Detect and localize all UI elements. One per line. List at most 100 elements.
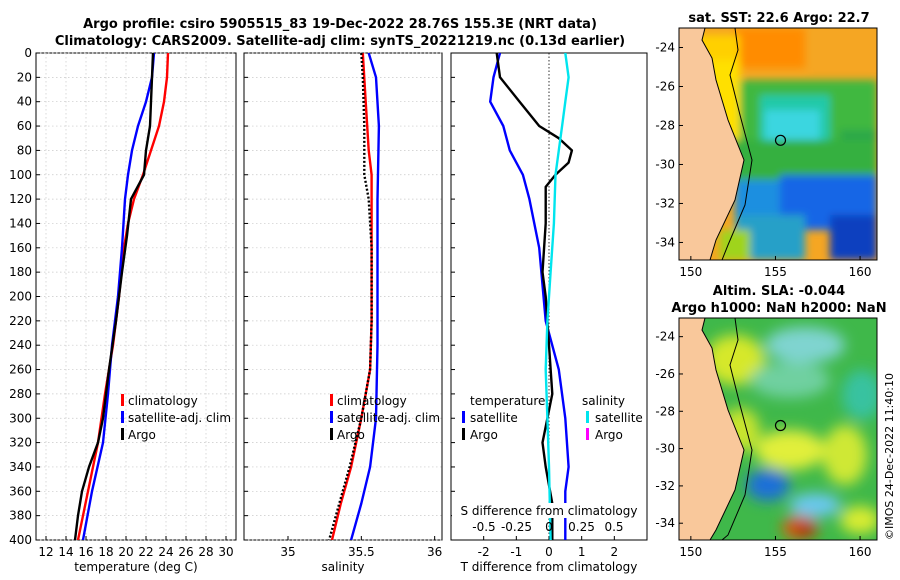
x-tick-label: 2 bbox=[611, 545, 619, 559]
map-y-tick-label: -26 bbox=[655, 79, 675, 93]
salinity-panel: 35 35.5 36 salinity climatology satellite-… bbox=[243, 52, 443, 574]
y-tick-label: 20 bbox=[17, 70, 32, 84]
y-tick-label: 360 bbox=[9, 484, 32, 498]
y-tick-label: 80 bbox=[17, 143, 32, 157]
x-tick-label: 24 bbox=[158, 545, 173, 559]
s-difference-x-label: S difference from climatology bbox=[461, 504, 638, 518]
y-tick-label: 160 bbox=[9, 241, 32, 255]
difference-tick-labels: -2 -1 0 1 2 bbox=[451, 52, 619, 559]
x-tick-label: -2 bbox=[478, 545, 490, 559]
y-tick-label: 400 bbox=[9, 533, 32, 547]
temperature-gridlines bbox=[36, 52, 236, 541]
legend-swatch-argo bbox=[121, 428, 124, 440]
y-tick-label: 300 bbox=[9, 411, 32, 425]
legend-label-satellite: satellite-adj. clim bbox=[337, 411, 440, 425]
y-tick-label: 0 bbox=[24, 46, 32, 60]
salinity-legend: climatology satellite-adj. clim Argo bbox=[330, 394, 440, 442]
series-line-satellite-adj-clim bbox=[81, 53, 156, 540]
sla-map-panel: Altim. SLA: -0.044 Argo h1000: NaN h2000… bbox=[655, 284, 886, 559]
figure-title-line2: Climatology: CARS2009. Satellite-adj cli… bbox=[55, 34, 625, 49]
series-line-temperature-argo bbox=[495, 53, 574, 540]
difference-panel: -2 -1 0 1 2 T difference from climatology S … bbox=[450, 52, 648, 574]
s-diff-tick-label: 0 bbox=[545, 520, 553, 534]
y-tick-label: 100 bbox=[9, 168, 32, 182]
s-diff-tick-label: -0.5 bbox=[472, 520, 495, 534]
y-tick-label: 340 bbox=[9, 460, 32, 474]
s-diff-tick-label: 0.25 bbox=[568, 520, 595, 534]
sst-map-ticks: -24 -26 -28 -30 -32 -34 150 155 160 bbox=[655, 40, 871, 279]
map-x-tick-label: 160 bbox=[849, 265, 872, 279]
x-tick-label: 30 bbox=[218, 545, 233, 559]
map-y-tick-label: -30 bbox=[655, 442, 675, 456]
map-y-tick-label: -28 bbox=[655, 118, 675, 132]
legend-swatch-argo bbox=[330, 428, 333, 440]
sla-map-title-line2: Argo h1000: NaN h2000: NaN bbox=[671, 301, 886, 316]
sla-land bbox=[679, 318, 744, 540]
series-line-salinity-satellite bbox=[544, 53, 570, 540]
y-tick-label: 380 bbox=[9, 509, 32, 523]
legend-salinity-header: salinity bbox=[582, 394, 625, 408]
legend-label-satellite: satellite-adj. clim bbox=[128, 411, 231, 425]
temperature-series bbox=[73, 53, 170, 540]
legend-swatch-temp-satellite bbox=[462, 411, 465, 423]
x-tick-label: 16 bbox=[78, 545, 93, 559]
map-y-tick-label: -26 bbox=[655, 367, 675, 381]
x-tick-label: 22 bbox=[138, 545, 153, 559]
temperature-tick-labels: 0 20 40 60 80 100 120 140 160 180 200 220 240 260 280 3… bbox=[9, 46, 234, 559]
x-tick-label: 20 bbox=[118, 545, 133, 559]
series-line-temperature-satellite bbox=[489, 53, 570, 540]
y-tick-label: 120 bbox=[9, 192, 32, 206]
sst-isobath bbox=[721, 28, 753, 260]
sla-float-position-marker bbox=[774, 419, 787, 432]
legend-label-argo: Argo bbox=[128, 428, 156, 442]
x-tick-label: 26 bbox=[178, 545, 193, 559]
y-tick-label: 220 bbox=[9, 314, 32, 328]
sla-color-field bbox=[705, 327, 877, 540]
temperature-x-label: temperature (deg C) bbox=[74, 560, 197, 574]
sst-coastline bbox=[701, 28, 745, 260]
map-x-tick-label: 160 bbox=[849, 545, 872, 559]
imos-timestamp: ©IMOS 24-Dec-2022 11:40:10 bbox=[883, 373, 896, 540]
y-tick-label: 260 bbox=[9, 363, 32, 377]
legend-label-temp-argo: Argo bbox=[470, 428, 498, 442]
sla-coastline bbox=[701, 318, 745, 540]
y-tick-label: 180 bbox=[9, 265, 32, 279]
y-tick-label: 240 bbox=[9, 338, 32, 352]
x-tick-label: 1 bbox=[578, 545, 586, 559]
x-tick-label: 36 bbox=[427, 545, 442, 559]
legend-label-sal-argo: Argo bbox=[595, 428, 623, 442]
figure-title-line1: Argo profile: csiro 5905515_83 19-Dec-20… bbox=[83, 17, 597, 32]
sla-map-title-line1: Altim. SLA: -0.044 bbox=[713, 284, 845, 299]
t-difference-x-label: T difference from climatology bbox=[460, 560, 638, 574]
legend-temperature-header: temperature bbox=[470, 394, 545, 408]
map-y-tick-label: -24 bbox=[655, 330, 675, 344]
y-tick-label: 280 bbox=[9, 387, 32, 401]
map-y-tick-label: -24 bbox=[655, 40, 675, 54]
y-tick-label: 60 bbox=[17, 119, 32, 133]
map-x-tick-label: 150 bbox=[679, 265, 702, 279]
map-y-tick-label: -32 bbox=[655, 479, 675, 493]
x-tick-label: 28 bbox=[198, 545, 213, 559]
x-tick-label: 14 bbox=[58, 545, 73, 559]
legend-label-argo: Argo bbox=[337, 428, 365, 442]
legend-swatch-climatology bbox=[121, 394, 124, 406]
salinity-tick-labels: 35 35.5 36 bbox=[244, 52, 442, 559]
salinity-x-label: salinity bbox=[321, 560, 364, 574]
x-tick-label: 35 bbox=[280, 545, 295, 559]
legend-swatch-sal-satellite bbox=[586, 411, 589, 423]
sst-float-position-marker bbox=[774, 134, 787, 146]
map-y-tick-label: -32 bbox=[655, 196, 675, 210]
legend-label-sal-satellite: satellite bbox=[595, 411, 643, 425]
salinity-series bbox=[327, 53, 381, 540]
sst-map-frame bbox=[678, 27, 878, 261]
x-tick-label: 0 bbox=[545, 545, 553, 559]
x-tick-label: 18 bbox=[98, 545, 113, 559]
map-x-tick-label: 155 bbox=[764, 545, 787, 559]
s-difference-label-background bbox=[452, 503, 646, 518]
difference-series bbox=[489, 53, 574, 540]
y-tick-label: 320 bbox=[9, 436, 32, 450]
map-y-tick-label: -34 bbox=[655, 235, 675, 249]
sla-map-ticks: -24 -26 -28 -30 -32 -34 150 155 160 bbox=[655, 330, 871, 559]
series-line-argo bbox=[73, 53, 155, 540]
